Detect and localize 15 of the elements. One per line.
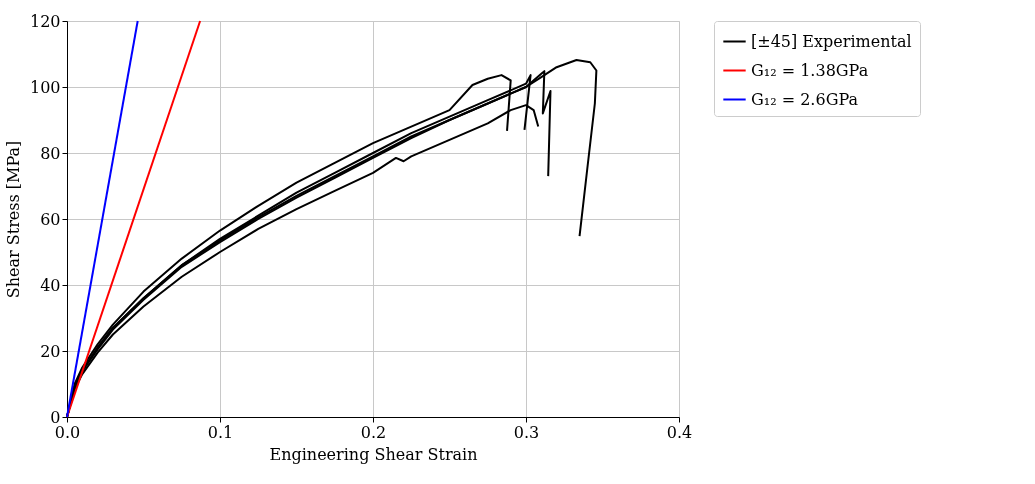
x-tick-label: 0.3 — [513, 422, 540, 442]
y-tick-label: 120 — [29, 11, 61, 31]
y-tick-label: 80 — [40, 143, 61, 163]
x-axis-title: Engineering Shear Strain — [269, 444, 478, 464]
y-tick-label: 100 — [29, 77, 61, 97]
legend-label: G₁₂ = 2.6GPa — [751, 89, 859, 109]
x-tick-label: 0.4 — [666, 422, 693, 442]
y-tick-label: 60 — [40, 209, 61, 229]
legend-label: [±45] Experimental — [751, 31, 912, 51]
y-tick-label: 20 — [40, 341, 61, 361]
y-axis-title: Shear Stress [MPa] — [3, 140, 23, 299]
y-tick-label: 40 — [40, 275, 61, 295]
legend-label: G₁₂ = 1.38GPa — [751, 60, 869, 80]
x-tick-label: 0.1 — [207, 422, 234, 442]
x-tick-label: 0.2 — [360, 422, 387, 442]
